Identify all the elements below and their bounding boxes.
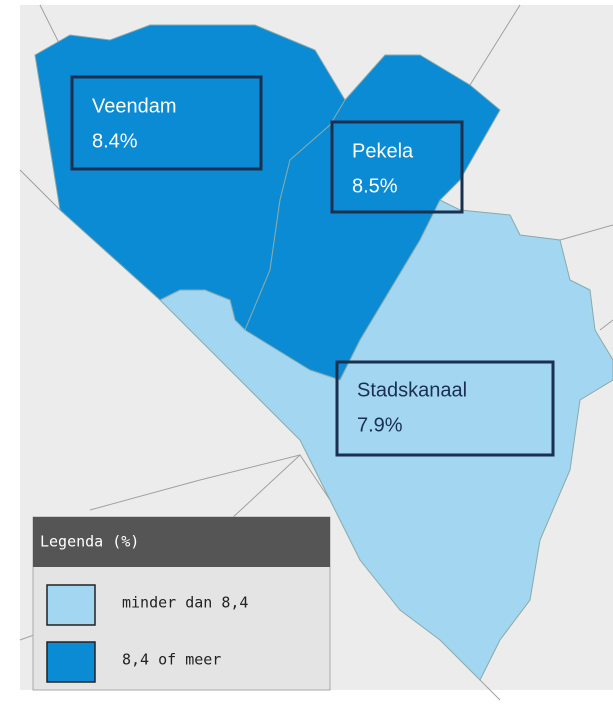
legend-item: minder dan 8,4 (122, 594, 248, 612)
region-name: Stadskanaal (357, 379, 467, 401)
region-value: 7.9% (357, 414, 403, 436)
legend-title: Legenda (%) (40, 533, 139, 551)
legend-swatch (46, 641, 96, 683)
region-name: Veendam (92, 95, 177, 117)
region-value: 8.5% (352, 175, 398, 197)
region-value: 8.4% (92, 130, 138, 152)
label-box (70, 75, 263, 171)
region-name: Pekela (352, 140, 414, 162)
region-stadskanaal[interactable] (159, 199, 613, 681)
legend-item: 8,4 of meer (122, 651, 221, 669)
label-box (335, 360, 555, 457)
legend-header (33, 517, 330, 567)
label-box (330, 120, 464, 214)
legend-swatch (46, 584, 96, 626)
